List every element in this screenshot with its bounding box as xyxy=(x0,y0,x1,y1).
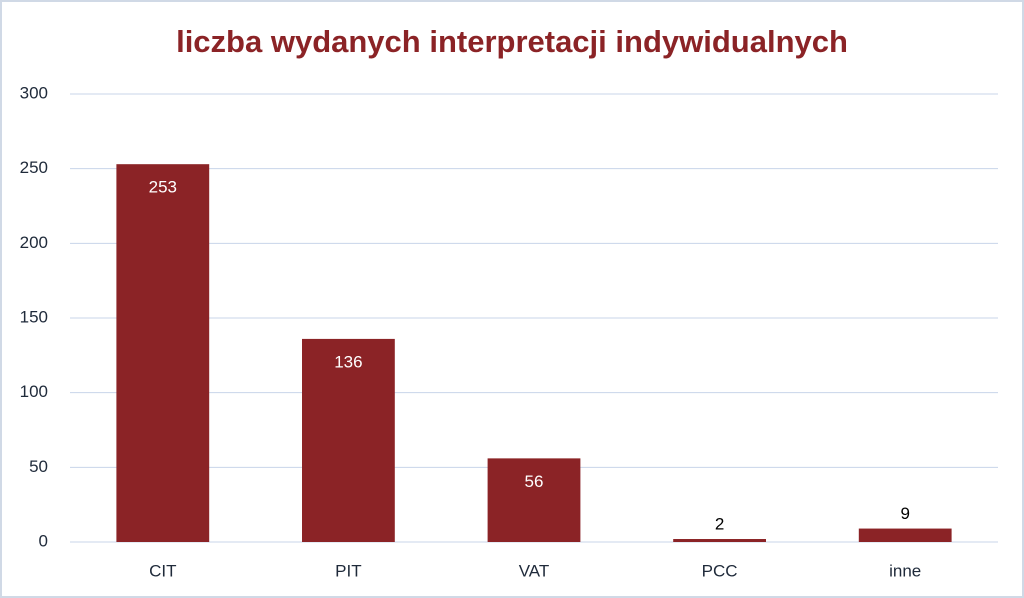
bar xyxy=(858,528,952,542)
data-label: 56 xyxy=(525,472,544,491)
bar xyxy=(116,164,210,543)
x-tick-label: VAT xyxy=(519,561,550,580)
data-label: 9 xyxy=(900,504,909,523)
y-tick-label: 0 xyxy=(39,531,48,550)
x-tick-label: PIT xyxy=(335,561,361,580)
y-tick-label: 250 xyxy=(20,158,48,177)
x-tick-label: inne xyxy=(889,561,921,580)
data-label: 2 xyxy=(715,514,724,533)
y-tick-label: 150 xyxy=(20,307,48,326)
y-tick-label: 300 xyxy=(20,83,48,102)
y-tick-label: 100 xyxy=(20,382,48,401)
y-tick-label: 50 xyxy=(29,457,48,476)
bar xyxy=(487,458,581,542)
x-tick-label: PCC xyxy=(702,561,738,580)
data-label: 253 xyxy=(149,178,177,197)
data-label: 136 xyxy=(334,352,362,371)
bar xyxy=(673,539,766,542)
x-tick-label: CIT xyxy=(149,561,176,580)
chart-title: liczba wydanych interpretacji indywidual… xyxy=(176,24,848,59)
bar xyxy=(302,338,395,542)
y-tick-label: 200 xyxy=(20,233,48,252)
